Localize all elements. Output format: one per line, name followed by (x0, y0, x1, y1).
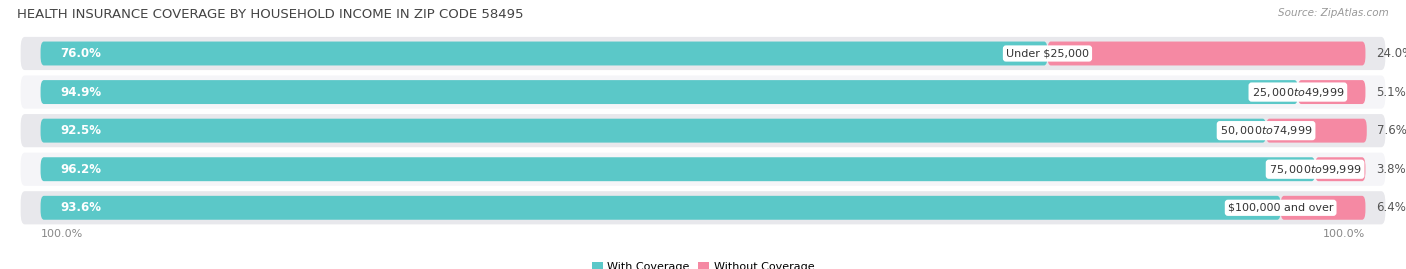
FancyBboxPatch shape (21, 114, 1385, 147)
FancyBboxPatch shape (1047, 41, 1365, 65)
FancyBboxPatch shape (1265, 119, 1367, 143)
Text: $25,000 to $49,999: $25,000 to $49,999 (1251, 86, 1344, 98)
FancyBboxPatch shape (21, 153, 1385, 186)
FancyBboxPatch shape (41, 41, 1047, 65)
Text: 100.0%: 100.0% (41, 229, 83, 239)
FancyBboxPatch shape (21, 191, 1385, 224)
Text: Under $25,000: Under $25,000 (1005, 48, 1090, 58)
Text: $50,000 to $74,999: $50,000 to $74,999 (1220, 124, 1312, 137)
Text: 7.6%: 7.6% (1378, 124, 1406, 137)
FancyBboxPatch shape (1315, 157, 1365, 181)
Text: 100.0%: 100.0% (1323, 229, 1365, 239)
FancyBboxPatch shape (41, 119, 1265, 143)
Text: 6.4%: 6.4% (1376, 201, 1406, 214)
Text: 76.0%: 76.0% (60, 47, 101, 60)
Text: 3.8%: 3.8% (1376, 163, 1406, 176)
Text: 93.6%: 93.6% (60, 201, 101, 214)
FancyBboxPatch shape (21, 76, 1385, 109)
Text: 5.1%: 5.1% (1376, 86, 1406, 98)
Text: HEALTH INSURANCE COVERAGE BY HOUSEHOLD INCOME IN ZIP CODE 58495: HEALTH INSURANCE COVERAGE BY HOUSEHOLD I… (17, 8, 523, 21)
Legend: With Coverage, Without Coverage: With Coverage, Without Coverage (588, 257, 818, 269)
Text: 94.9%: 94.9% (60, 86, 101, 98)
Text: $75,000 to $99,999: $75,000 to $99,999 (1268, 163, 1361, 176)
FancyBboxPatch shape (41, 157, 1315, 181)
FancyBboxPatch shape (41, 196, 1281, 220)
Text: 96.2%: 96.2% (60, 163, 101, 176)
FancyBboxPatch shape (1281, 196, 1365, 220)
FancyBboxPatch shape (1298, 80, 1365, 104)
Text: 92.5%: 92.5% (60, 124, 101, 137)
FancyBboxPatch shape (21, 37, 1385, 70)
Text: 24.0%: 24.0% (1376, 47, 1406, 60)
Text: Source: ZipAtlas.com: Source: ZipAtlas.com (1278, 8, 1389, 18)
Text: $100,000 and over: $100,000 and over (1227, 203, 1333, 213)
FancyBboxPatch shape (41, 80, 1298, 104)
